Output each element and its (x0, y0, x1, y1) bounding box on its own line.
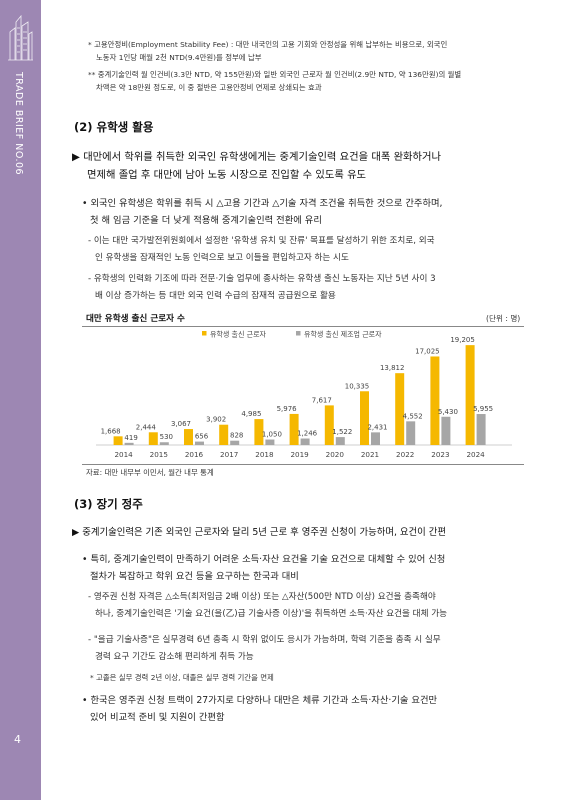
bar (465, 345, 475, 445)
bar (124, 442, 134, 445)
note-line: ** 중계기술인력 월 인건비(3.3만 NTD, 약 155만원)와 일반 외… (88, 70, 462, 79)
data-label: 1,522 (332, 428, 352, 436)
data-label: 5,430 (438, 408, 458, 416)
sub-bullet-line-cont: 경력 요구 기간도 감소해 편리하게 취득 가능 (95, 652, 254, 662)
legend-label: 유학생 출신 근로자 (210, 330, 267, 339)
x-tick-label: 2015 (150, 450, 168, 459)
bullet-line-cont: 있어 비교적 준비 및 지원이 간편함 (90, 712, 225, 723)
bar (265, 439, 275, 445)
data-label: 530 (160, 433, 173, 441)
chart-unit: (단위 : 명) (486, 314, 521, 323)
bar (300, 438, 310, 445)
bullet-line: • 한국은 영주권 신청 트랙이 27가지로 다양하나 대만은 체류 기간과 소… (82, 695, 438, 706)
data-label: 656 (195, 433, 209, 441)
sub-bullet-line: - 이는 대만 국가발전위원회에서 설정한 '유학생 유치 및 잔류' 목표를 … (88, 236, 435, 246)
main-point-cont: 면제해 졸업 후 대만에 남아 노동 시장으로 진입할 수 있도록 유도 (87, 169, 367, 181)
data-label: 1,668 (101, 427, 121, 435)
legend-swatch (296, 331, 301, 336)
data-label: 828 (230, 432, 243, 440)
bar (395, 373, 405, 445)
data-label: 5,976 (277, 405, 298, 413)
sub-bullet-line: - 영주권 신청 자격은 △소득(최저임금 2배 이상) 또는 △자산(500만… (88, 592, 436, 602)
legend-swatch (202, 331, 207, 336)
data-label: 1,050 (262, 431, 282, 439)
x-tick-label: 2021 (361, 450, 379, 459)
x-tick-label: 2018 (255, 450, 274, 459)
sub-bullet-line: - 유학생의 인력화 기조에 따라 전문·기술 업무에 종사하는 유학생 출신 … (88, 274, 436, 284)
building-logo-icon (8, 14, 33, 61)
data-label: 19,205 (450, 336, 475, 344)
x-tick-label: 2024 (466, 450, 485, 459)
bar (159, 442, 169, 445)
chart-title: 대만 유학생 출신 근로자 수 (86, 314, 185, 324)
bar (148, 432, 158, 445)
section-heading: (2) 유학생 활용 (74, 120, 154, 134)
data-label: 4,985 (241, 410, 261, 418)
data-label: 10,335 (345, 382, 370, 390)
bar (324, 405, 334, 445)
main-point: ▶ 대만에서 학위를 취득한 외국인 유학생에게는 중계기술인력 요건을 대폭 … (72, 151, 441, 163)
bullet-line-cont: 절차가 복잡하고 학위 요건 등을 요구하는 한국과 대비 (90, 571, 299, 582)
main-point: ▶ 중계기술인력은 기존 외국인 근로자와 달리 5년 근로 후 영주권 신청이… (72, 527, 447, 538)
x-tick-label: 2016 (185, 450, 204, 459)
data-label: 17,025 (415, 347, 440, 355)
x-tick-label: 2022 (396, 450, 414, 459)
x-tick-label: 2023 (431, 450, 449, 459)
data-label: 419 (124, 434, 137, 442)
bar (289, 413, 299, 445)
bar (406, 421, 416, 445)
bar (335, 437, 345, 445)
bullet-line: • 특히, 중계기술인력이 만족하기 어려운 소득·자산 요건을 기술 요건으로… (82, 554, 446, 565)
sidebar: TRADE BRIEF NO.06 4 (0, 0, 41, 800)
bar (113, 436, 123, 445)
sub-bullet-line: - "을급 기술사증"은 실무경력 6년 충족 시 학위 없이도 응시가 가능하… (88, 635, 441, 645)
bar (184, 429, 193, 445)
x-tick-label: 2014 (114, 450, 133, 459)
sub-bullet-line-cont: 하나, 중계기술인력은 '기술 요건(을(乙)급 기술사증 이상)'을 취득하면… (95, 609, 448, 619)
note-line: 차액은 약 18만원 정도로, 이 중 절반은 고용안정비 면제로 상쇄되는 효… (96, 83, 322, 92)
footnote: * 고졸은 실무 경력 2년 이상, 대졸은 실무 경력 기간을 면제 (90, 673, 274, 682)
note-line: * 고용안정비(Employment Stability Fee) : 대만 내… (88, 40, 448, 49)
sub-bullet-line-cont: 인 유학생을 잠재적인 노동 인력으로 보고 이들을 편입하고자 하는 시도 (95, 253, 349, 263)
bar (371, 432, 380, 445)
legend-label: 유학생 출신 제조업 근로자 (304, 330, 382, 339)
brand-vertical-label: TRADE BRIEF NO.06 (13, 72, 24, 176)
bar (476, 414, 486, 445)
bar (219, 424, 229, 445)
data-label: 4,552 (403, 412, 423, 420)
data-label: 13,812 (380, 364, 405, 372)
chart-source: 자료: 대만 내무부 이민서, 월간 내무 통계 (86, 468, 214, 477)
x-tick-label: 2019 (290, 450, 309, 459)
bar (254, 419, 264, 445)
data-label: 3,067 (171, 420, 191, 428)
data-label: 1,246 (297, 430, 318, 438)
bullet-line: • 외국인 유학생은 학위를 취득 시 △고용 기간과 △기술 자격 조건을 취… (82, 198, 443, 209)
data-label: 2,444 (136, 423, 157, 431)
data-label: 2,431 (367, 423, 387, 431)
sub-bullet-line-cont: 배 이상 증가하는 등 대만 외국 인력 수급의 잠재적 공급원으로 활용 (95, 291, 336, 301)
note-line: 노동자 1인당 매월 2천 NTD(9.4만원)를 정부에 납부 (96, 53, 262, 62)
bar (441, 416, 451, 445)
bar (230, 440, 240, 445)
section-heading: (3) 장기 정주 (74, 497, 143, 511)
page-number: 4 (14, 733, 21, 746)
data-label: 7,617 (312, 396, 332, 404)
chart-frame: 유학생 출신 근로자 유학생 출신 제조업 근로자 1,668 419 2014 2,44… (82, 326, 524, 465)
bar (430, 356, 440, 445)
bar (195, 441, 204, 445)
data-label: 5,955 (473, 405, 493, 413)
x-tick-label: 2020 (326, 450, 345, 459)
x-tick-label: 2017 (220, 450, 238, 459)
bullet-line-cont: 첫 해 임금 기준을 더 낮게 적용해 중계기술인력 전환에 유리 (90, 215, 322, 226)
bar (360, 391, 369, 445)
data-label: 3,902 (206, 416, 226, 424)
